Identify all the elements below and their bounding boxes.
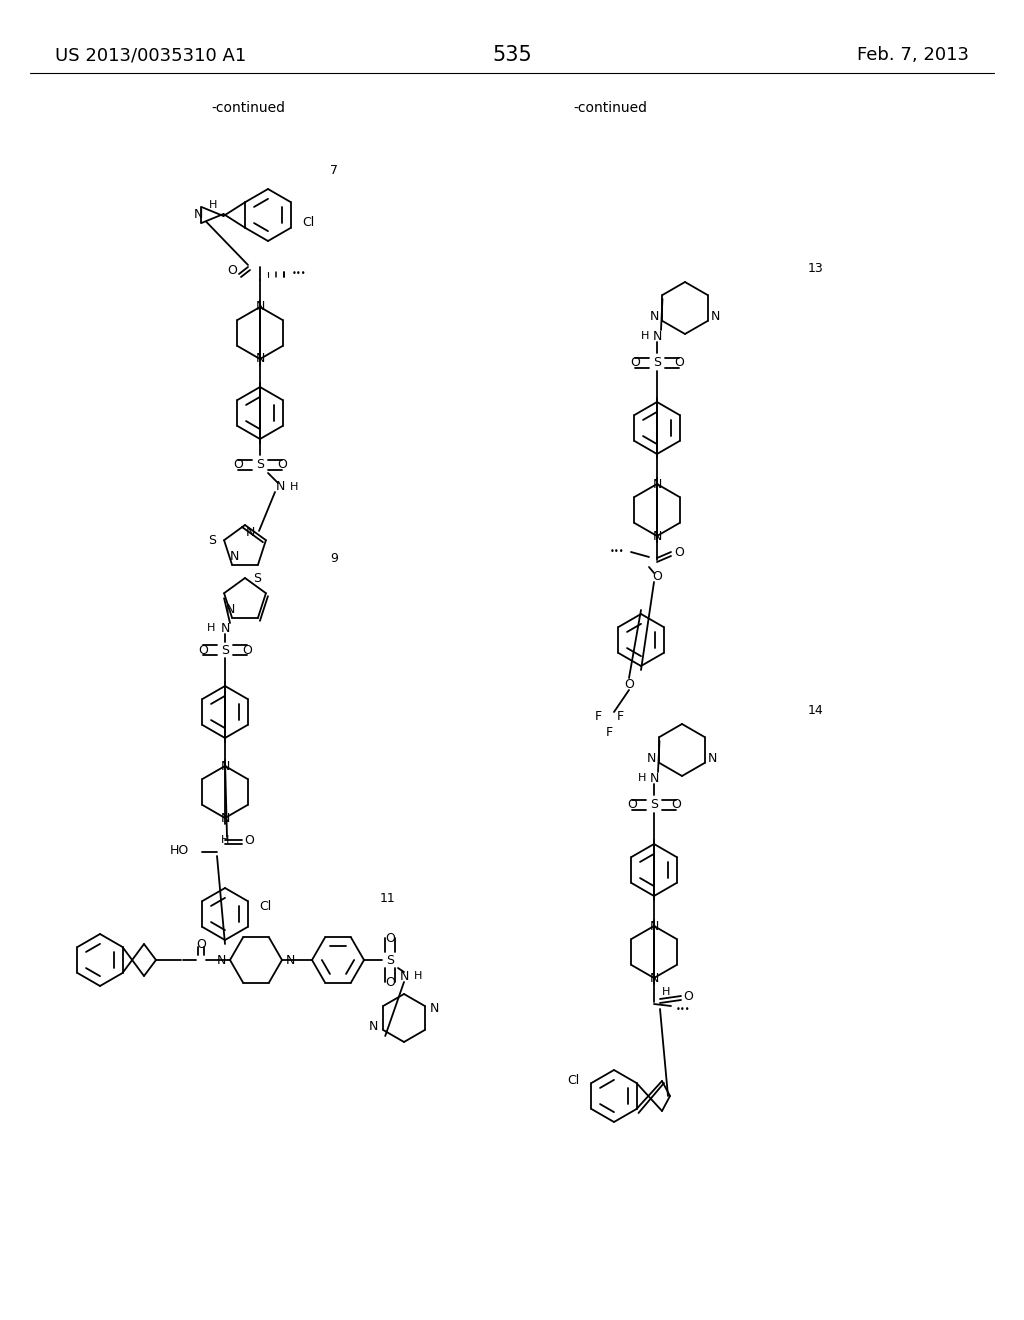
Text: O: O (624, 678, 634, 692)
Text: N: N (649, 920, 658, 932)
Text: N: N (255, 352, 264, 366)
Text: H: H (290, 482, 298, 492)
Text: Cl: Cl (259, 899, 271, 912)
Text: 11: 11 (380, 891, 395, 904)
Text: N: N (649, 771, 658, 784)
Text: H: H (209, 201, 218, 210)
Text: N: N (220, 812, 229, 825)
Text: US 2013/0035310 A1: US 2013/0035310 A1 (55, 46, 246, 63)
Text: N: N (255, 301, 264, 314)
Text: -continued: -continued (211, 102, 285, 115)
Text: •••: ••• (676, 1005, 690, 1014)
Text: 9: 9 (330, 552, 338, 565)
Text: N: N (650, 310, 659, 323)
Text: N: N (649, 972, 658, 985)
Text: N: N (708, 752, 717, 766)
Text: S: S (386, 953, 394, 966)
Text: N: N (225, 603, 234, 616)
Text: N: N (217, 953, 226, 966)
Text: O: O (652, 570, 662, 583)
Text: F: F (616, 710, 624, 723)
Text: O: O (278, 458, 287, 471)
Text: S: S (208, 533, 216, 546)
Text: O: O (385, 975, 395, 989)
Text: O: O (196, 937, 206, 950)
Text: HO: HO (170, 843, 189, 857)
Text: N: N (286, 953, 295, 966)
Text: N: N (399, 969, 409, 982)
Text: S: S (650, 799, 658, 812)
Text: O: O (671, 799, 681, 812)
Text: •••: ••• (292, 269, 306, 279)
Text: S: S (221, 644, 229, 656)
Text: N: N (195, 209, 204, 222)
Text: O: O (674, 356, 684, 370)
Text: N: N (652, 478, 662, 491)
Text: N: N (275, 480, 285, 494)
Text: N: N (430, 1002, 439, 1015)
Text: H: H (662, 987, 670, 997)
Text: O: O (227, 264, 237, 276)
Text: N: N (220, 622, 229, 635)
Text: S: S (256, 458, 264, 471)
Text: 13: 13 (808, 261, 823, 275)
Text: N: N (711, 310, 720, 323)
Text: H: H (638, 774, 646, 783)
Text: O: O (630, 356, 640, 370)
Text: Cl: Cl (567, 1073, 580, 1086)
Text: O: O (683, 990, 693, 1002)
Text: N: N (229, 550, 239, 564)
Text: S: S (253, 572, 261, 585)
Text: F: F (595, 710, 601, 723)
Text: H: H (414, 972, 422, 981)
Text: N: N (647, 752, 656, 766)
Text: O: O (627, 799, 637, 812)
Text: O: O (242, 644, 252, 656)
Text: F: F (605, 726, 612, 738)
Text: O: O (674, 545, 684, 558)
Text: H: H (207, 623, 215, 634)
Text: N: N (220, 759, 229, 772)
Text: O: O (233, 458, 243, 471)
Text: 535: 535 (493, 45, 531, 65)
Text: S: S (653, 356, 662, 370)
Text: Cl: Cl (302, 216, 314, 230)
Text: N: N (652, 529, 662, 543)
Text: H: H (641, 331, 649, 341)
Text: 14: 14 (808, 704, 823, 717)
Text: N: N (369, 1020, 378, 1034)
Text: N: N (246, 527, 255, 540)
Text: H: H (221, 836, 229, 845)
Text: •••: ••• (609, 548, 624, 557)
Text: 7: 7 (330, 164, 338, 177)
Text: -continued: -continued (573, 102, 647, 115)
Text: O: O (385, 932, 395, 945)
Text: O: O (244, 833, 254, 846)
Text: N: N (652, 330, 662, 342)
Text: O: O (198, 644, 208, 656)
Text: Feb. 7, 2013: Feb. 7, 2013 (857, 46, 969, 63)
